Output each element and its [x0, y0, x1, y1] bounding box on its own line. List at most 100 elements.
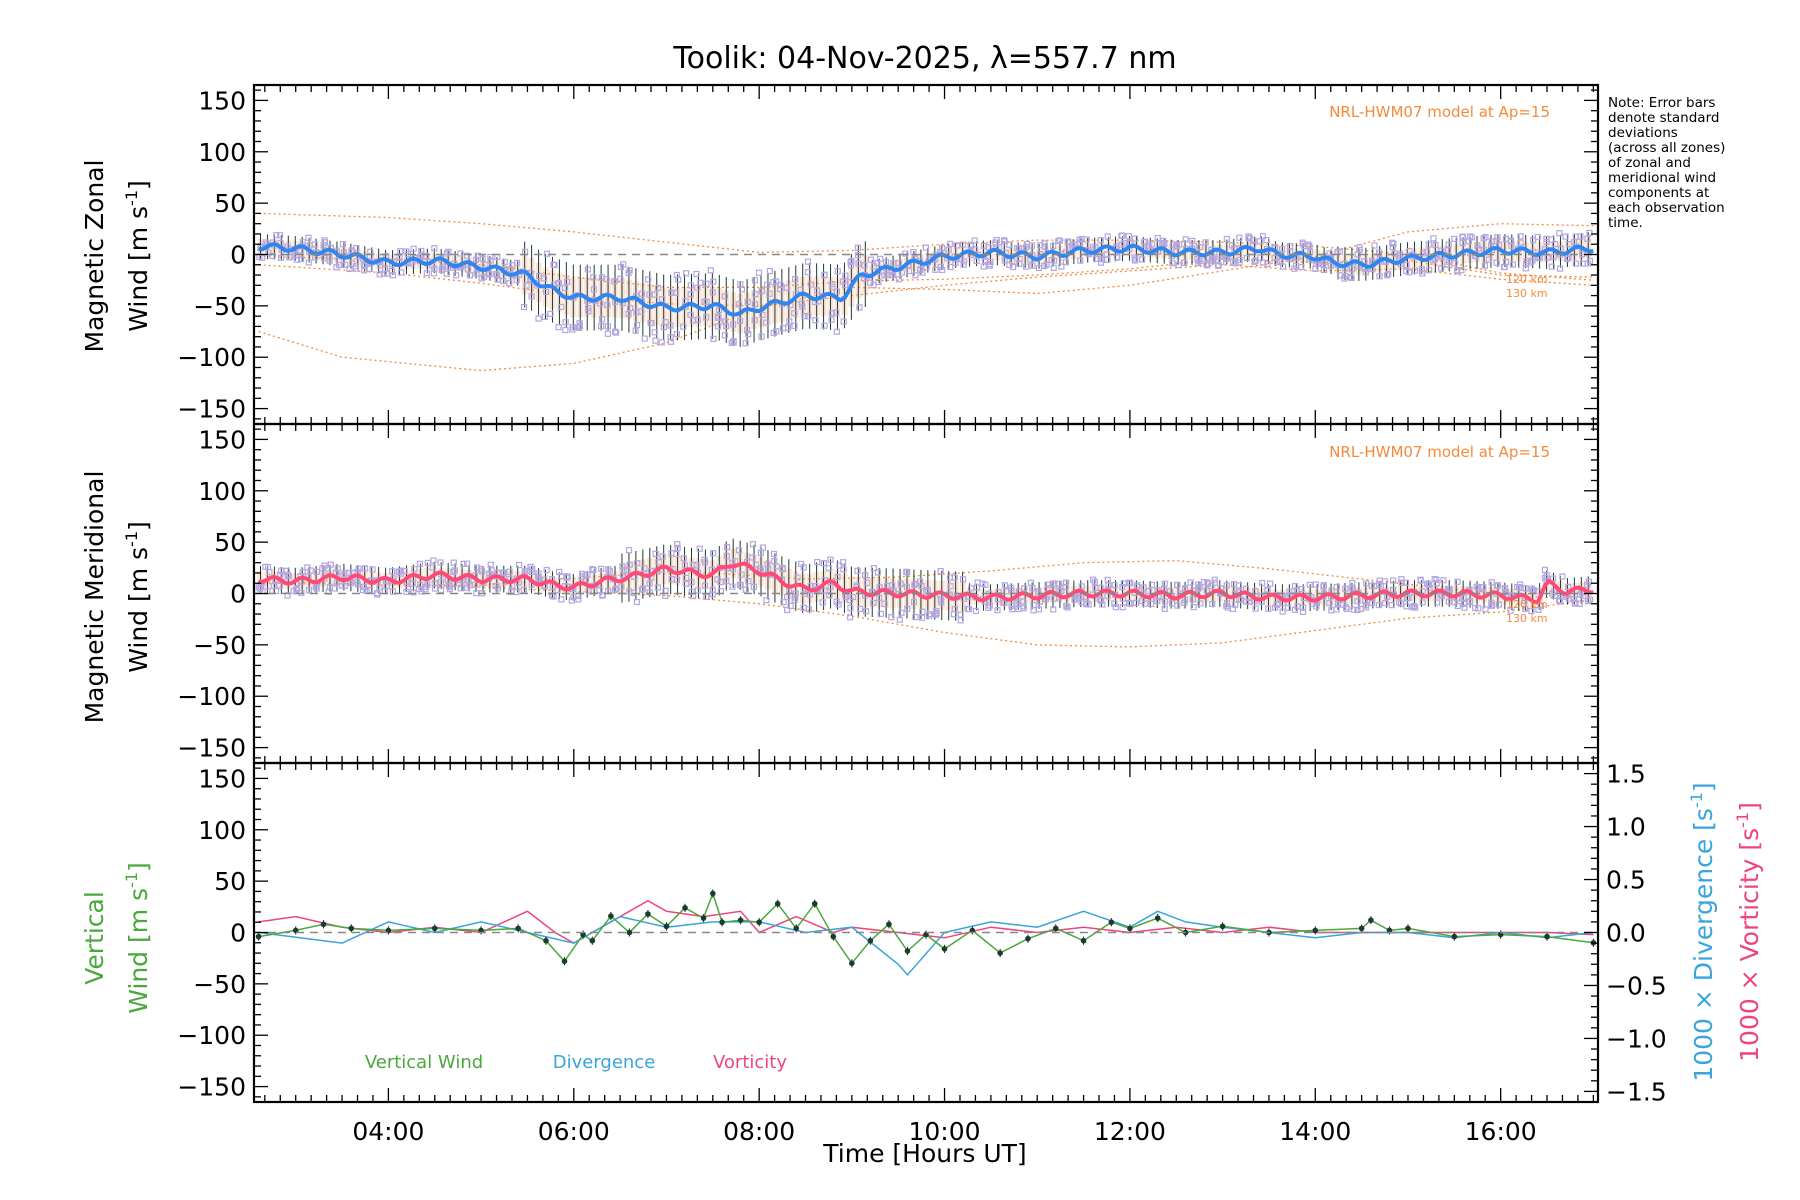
zone-point [922, 244, 929, 251]
zone-point [1174, 581, 1181, 589]
zone-point [633, 598, 640, 606]
zone-point [488, 567, 495, 574]
zone-point [1141, 600, 1148, 607]
zone-point [960, 261, 967, 268]
zone-point [752, 561, 760, 568]
zone-point [1028, 242, 1036, 249]
zone-point [1482, 233, 1489, 241]
vertical-wind-point [886, 921, 892, 928]
zone-point [1458, 267, 1465, 274]
zone-point [1156, 594, 1163, 601]
vertical-wind-point [1025, 935, 1031, 942]
vertical-wind-point [1108, 919, 1115, 926]
zone-point [605, 566, 612, 573]
vertical-wind-point [867, 937, 874, 944]
zone-point [1263, 237, 1270, 244]
zone-point [904, 605, 911, 612]
zone-point [1461, 600, 1468, 607]
zone-point [947, 583, 954, 590]
zone-point [986, 262, 993, 269]
zone-point [1021, 585, 1028, 592]
zone-point [1586, 596, 1593, 603]
zone-point [568, 597, 575, 604]
zone-point [1064, 239, 1071, 246]
zone-point [710, 550, 717, 557]
zone-point [547, 310, 554, 317]
zone-point [473, 270, 480, 277]
zone-point [335, 261, 343, 269]
zone-point [1565, 254, 1572, 261]
zone-point [1001, 238, 1008, 245]
zone-point [1145, 587, 1152, 595]
zone-point [299, 568, 306, 576]
zone-point [674, 544, 681, 551]
vertical-wind-point [561, 958, 568, 965]
zone-point [814, 287, 821, 294]
zone-point [751, 301, 759, 308]
zone-point [596, 587, 603, 594]
zone-point [1363, 602, 1370, 609]
zone-point [598, 565, 605, 572]
zone-point [584, 571, 591, 578]
zone-point [1320, 583, 1327, 590]
zone-point [849, 593, 857, 601]
zone-point [1534, 233, 1541, 241]
zone-point [945, 246, 952, 253]
ylabel-sup: -1 [122, 190, 141, 206]
y-tick-label: 0 [230, 241, 246, 270]
zone-point [668, 289, 675, 296]
zone-point [777, 281, 784, 289]
zone-point [730, 339, 737, 346]
zone-point [520, 586, 527, 593]
zone-point [912, 614, 919, 621]
zone-point [1256, 238, 1263, 245]
x-tick-label: 12:00 [1094, 1117, 1166, 1146]
zone-point [801, 312, 808, 320]
zone-point [262, 239, 269, 246]
zone-point [409, 580, 416, 587]
zone-point [1197, 600, 1204, 607]
zone-point [590, 274, 597, 281]
note-line: components at [1608, 185, 1709, 201]
zone-point [870, 565, 877, 572]
zone-point [647, 319, 654, 327]
zone-point [1459, 234, 1467, 241]
zone-point [1182, 236, 1189, 243]
zone-point [1551, 240, 1559, 248]
zone-point [258, 254, 266, 261]
zone-point [1494, 234, 1501, 241]
zone-point [613, 329, 620, 336]
zone-point [836, 562, 843, 569]
zone-point [1418, 266, 1425, 273]
zone-point [1140, 584, 1147, 591]
zone-point [1570, 596, 1578, 603]
zone-point [770, 550, 778, 558]
y-tick-label: −150 [177, 395, 246, 424]
zone-point [361, 565, 369, 572]
zone-point [1389, 577, 1397, 584]
zone-point [1562, 233, 1569, 240]
zone-point [1446, 586, 1453, 593]
zone-point [763, 597, 770, 604]
zone-point [1169, 260, 1176, 267]
zone-point [1474, 242, 1481, 249]
zone-point [596, 300, 604, 307]
zone-point [1454, 602, 1461, 610]
zone-point [652, 550, 659, 557]
zone-point [500, 277, 507, 285]
zone-point [857, 605, 864, 613]
ylabel-main: Wind [m s [124, 547, 153, 673]
zone-point [1083, 236, 1090, 243]
zone-point [1284, 604, 1292, 612]
y-tick-label: −150 [177, 734, 246, 763]
zone-point [1390, 240, 1397, 247]
zone-point [352, 265, 359, 272]
zone-point [1215, 262, 1222, 269]
note-line: of zonal and [1608, 155, 1691, 171]
zonal-model-alt-120: 120 km [1506, 273, 1548, 286]
zone-point [1298, 585, 1305, 593]
zone-point [1502, 235, 1510, 242]
zone-point [792, 276, 799, 283]
zone-point [1383, 272, 1391, 279]
zone-point [590, 286, 597, 293]
